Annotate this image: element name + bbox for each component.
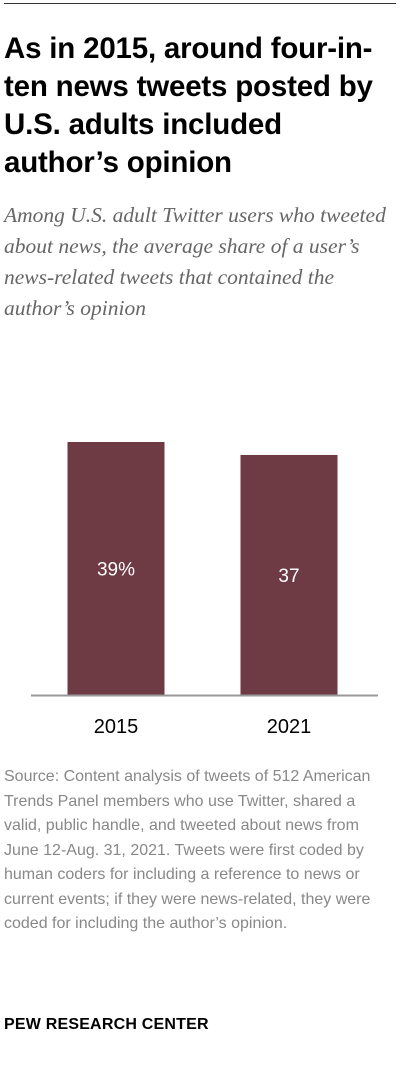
source-note: Source: Content analysis of tweets of 51… bbox=[4, 768, 371, 932]
data-label-2015: 39% bbox=[97, 560, 135, 581]
bars-layer bbox=[67, 442, 338, 695]
labels-layer: 39% 2015 37 2021 bbox=[94, 560, 312, 739]
chart-title: As in 2015, around four-in-ten news twee… bbox=[4, 32, 373, 179]
bar-2021 bbox=[240, 454, 338, 695]
bar-chart: 39% 2015 37 2021 bbox=[31, 442, 378, 739]
organization-name: PEW RESEARCH CENTER bbox=[4, 1016, 209, 1033]
chart-subtitle: Among U.S. adult Twitter users who tweet… bbox=[4, 203, 386, 320]
x-tick-label-2021: 2021 bbox=[267, 716, 312, 738]
x-tick-label-2015: 2015 bbox=[94, 716, 139, 738]
data-label-2021: 37 bbox=[278, 566, 299, 587]
top-rule bbox=[4, 3, 396, 4]
bar-2015 bbox=[67, 442, 165, 695]
